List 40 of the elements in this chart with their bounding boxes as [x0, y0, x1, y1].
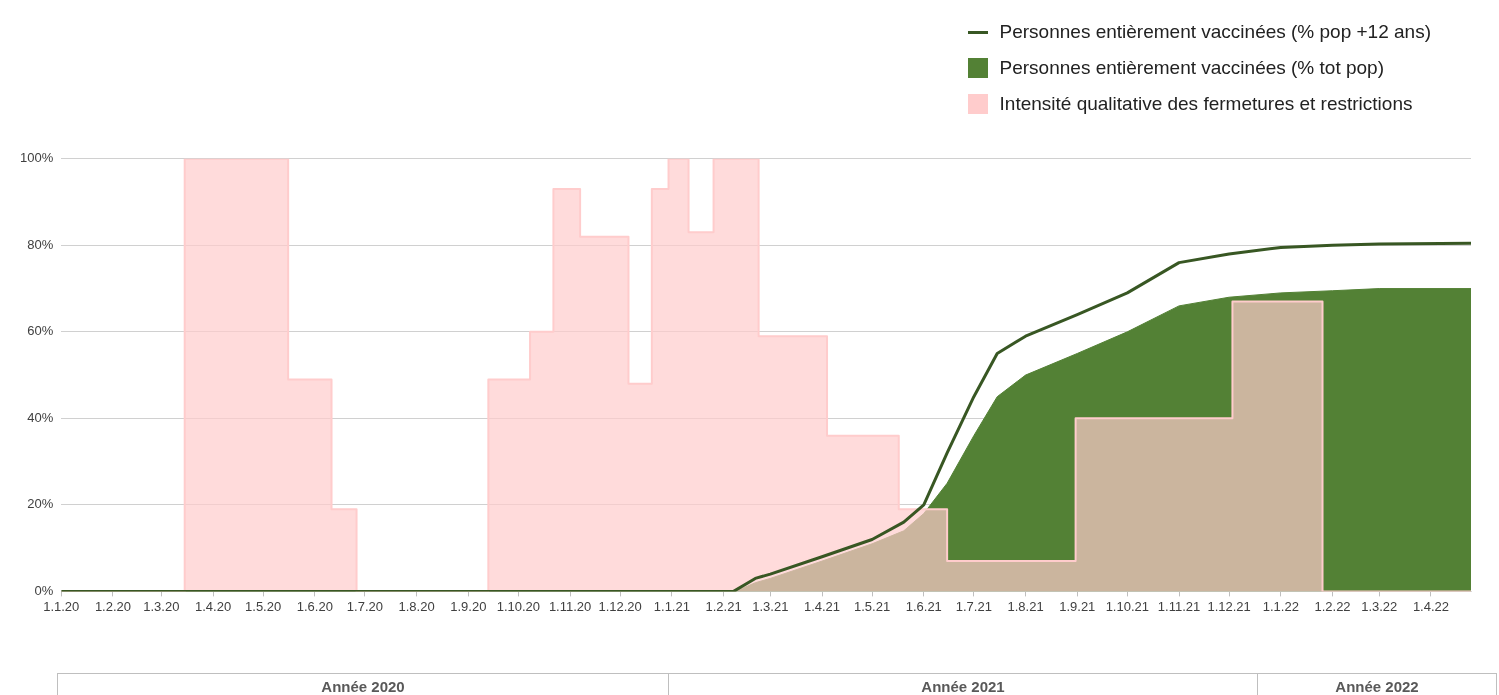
x-tick-label: 1.7.20: [346, 598, 383, 614]
x-tick-label: 1.1.21: [653, 598, 690, 614]
y-tick-label: 40%: [27, 409, 54, 425]
y-tick-label: 0%: [34, 582, 54, 598]
y-tick-label: 80%: [27, 236, 54, 252]
x-tick-label: 1.4.20: [194, 598, 232, 614]
x-tick-label: 1.3.20: [143, 598, 180, 614]
text: Année 2022: [1257, 673, 1497, 695]
x-tick-label: 1.12.21: [1207, 598, 1251, 614]
x-tick-label: 1.4.21: [803, 598, 841, 614]
y-tick-label: 60%: [27, 323, 54, 339]
x-tick-label: 1.6.20: [296, 598, 333, 614]
x-tick-label: 1.9.20: [450, 598, 487, 614]
x-tick-label: 1.2.20: [94, 598, 132, 614]
x-tick-label: 1.11.21: [1157, 598, 1201, 614]
x-tick-label: 1.8.21: [1007, 598, 1044, 614]
x-tick-label: 1.1.20: [43, 598, 80, 614]
y-tick-label: 20%: [27, 496, 54, 512]
x-tick-label: 1.10.20: [496, 598, 541, 614]
x-tick-label: 1.6.21: [905, 598, 942, 614]
x-tick-label: 1.8.20: [398, 598, 435, 614]
legend-label: Intensité qualitative des fermetures et restrictions: [999, 93, 1413, 115]
x-tick-label: 1.2.21: [705, 598, 742, 614]
x-tick-label: 1.2.22: [1314, 598, 1351, 614]
legend-label: Personnes entièrement vaccinées (% pop +12 ans): [999, 21, 1431, 43]
x-tick-label: 1.4.22: [1412, 598, 1450, 614]
legend-label: Personnes entièrement vaccinées (% tot pop): [999, 57, 1384, 79]
x-tick-label: 1.9.21: [1059, 598, 1096, 614]
x-tick-label: 1.3.21: [752, 598, 789, 614]
x-tick-label: 1.5.20: [245, 598, 282, 614]
x-tick-label: 1.11.20: [548, 598, 592, 614]
text: Année 2020: [57, 673, 668, 695]
x-tick-label: 1.5.21: [853, 598, 891, 614]
x-tick-label: 1.3.22: [1361, 598, 1398, 614]
x-tick-label: 1.12.20: [598, 598, 642, 614]
x-tick-label: 1.10.21: [1105, 598, 1150, 614]
y-tick-label: 100%: [20, 150, 54, 166]
x-tick-label: 1.7.21: [955, 598, 992, 614]
text: Année 2021: [668, 673, 1257, 695]
x-tick-label: 1.1.22: [1262, 598, 1299, 614]
